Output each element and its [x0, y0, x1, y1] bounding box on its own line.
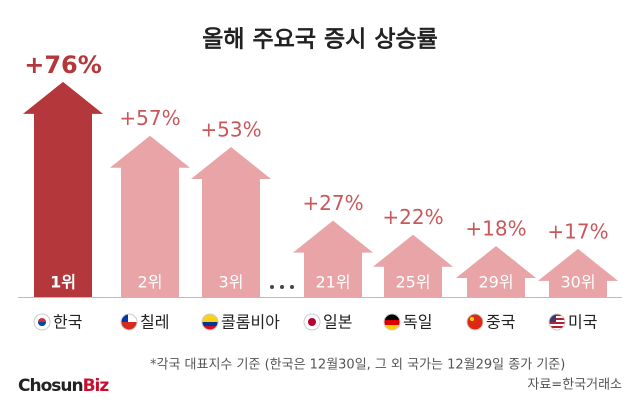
- rank-label: 30위: [560, 273, 595, 292]
- legend-label: 미국: [568, 313, 597, 332]
- arrow-bar: [23, 81, 103, 297]
- rank-label: 3위: [219, 273, 244, 292]
- flag-part: [549, 322, 565, 324]
- arrow-bar: [456, 246, 536, 297]
- flag-icon: [304, 314, 320, 330]
- value-label: +18%: [465, 217, 526, 241]
- value-label: +57%: [119, 106, 180, 130]
- arrow-bar: [293, 220, 373, 297]
- arrow-bar: [373, 234, 453, 297]
- flag-icon: [121, 314, 137, 330]
- legend-label: 칠레: [140, 313, 169, 332]
- flag-icon: [467, 314, 483, 330]
- flag-border: [548, 313, 566, 331]
- flag-part: [549, 314, 556, 322]
- flag-part: [121, 314, 128, 322]
- footnote: *각국 대표지수 기준 (한국은 12월30일, 그 외 국가는 12월29일 …: [150, 358, 565, 373]
- value-label: +17%: [547, 219, 608, 243]
- legend-label: 중국: [486, 313, 515, 332]
- flag-part: [202, 326, 218, 330]
- flag-part: [38, 322, 46, 326]
- flag-icon: [34, 314, 50, 330]
- value-label: +27%: [302, 191, 363, 215]
- value-label: +53%: [200, 118, 261, 142]
- flag-part: [470, 317, 474, 321]
- chart-title: 올해 주요국 증시 상승률: [202, 27, 438, 53]
- rank-label: 25위: [395, 273, 430, 292]
- rank-label: 1위: [50, 273, 76, 292]
- flag-part: [202, 322, 218, 326]
- logo-part: Chosun: [18, 376, 83, 396]
- rank-label: 21위: [315, 273, 350, 292]
- flag-part: [384, 320, 400, 325]
- flag-border: [201, 313, 219, 331]
- rank-label: 29위: [478, 273, 513, 292]
- flag-part: [121, 314, 137, 322]
- flag-border: [120, 313, 138, 331]
- flag-part: [549, 326, 565, 328]
- legend-label: 일본: [323, 313, 352, 332]
- flag-border: [383, 313, 401, 331]
- flag-icon: [202, 314, 218, 330]
- flag-border: [466, 313, 484, 331]
- flag-part: [202, 314, 218, 322]
- flag-border: [33, 313, 51, 331]
- flag-border: [303, 313, 321, 331]
- flag-part: [384, 314, 400, 320]
- flag-icon: [384, 314, 400, 330]
- value-label: +76%: [24, 51, 102, 79]
- flag-part: [121, 322, 137, 330]
- source: 자료=한국거래소: [527, 378, 622, 393]
- ellipsis: [270, 285, 294, 289]
- legend-label: 콜롬비아: [221, 313, 280, 332]
- arrow-bar: [110, 135, 190, 297]
- flag-part: [308, 318, 316, 326]
- legend-label: 한국: [53, 313, 82, 332]
- arrow-bar: [538, 248, 618, 297]
- flag-part: [549, 318, 565, 320]
- flag-part: [384, 325, 400, 330]
- logo-part: Biz: [83, 376, 110, 396]
- value-label: +22%: [382, 205, 443, 229]
- flag-icon: [549, 314, 565, 330]
- arrow-bar: [191, 147, 271, 297]
- rank-label: 2위: [138, 273, 163, 292]
- flag-part: [549, 314, 565, 316]
- logo: ChosunBiz: [18, 376, 109, 396]
- legend-label: 독일: [403, 313, 432, 332]
